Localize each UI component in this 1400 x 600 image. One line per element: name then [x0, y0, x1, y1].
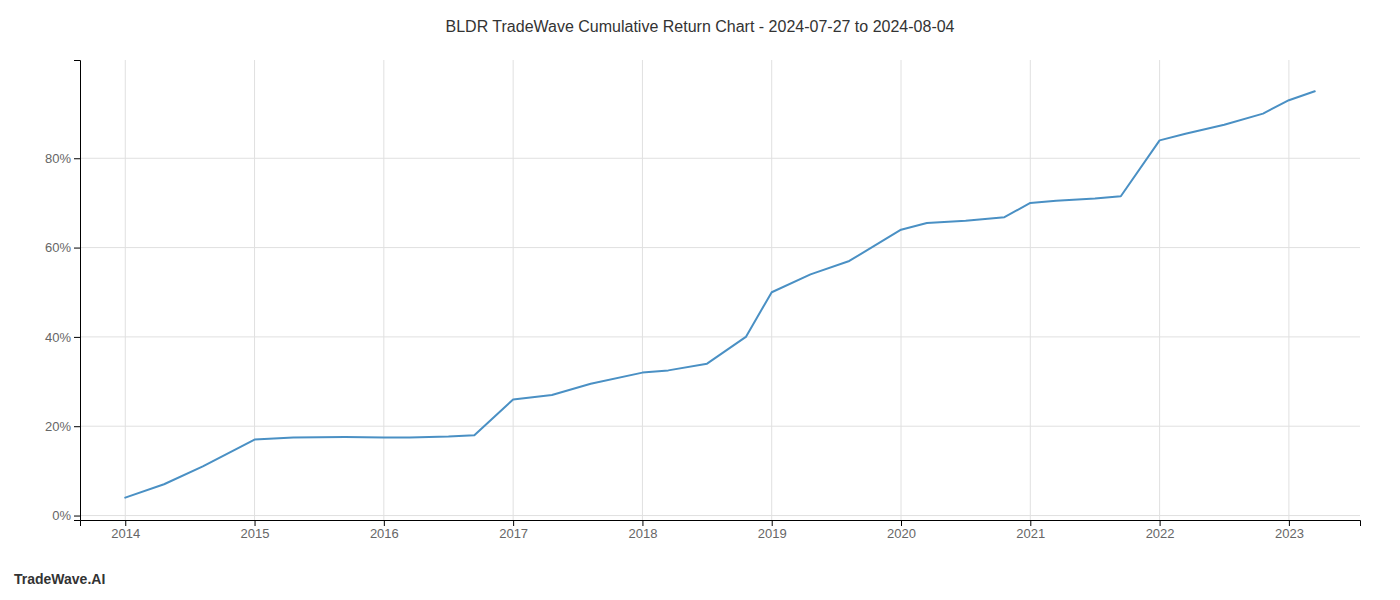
grid-line	[1159, 60, 1160, 520]
x-tick-label: 2021	[1016, 526, 1045, 541]
x-tick-mark	[1160, 520, 1161, 526]
y-axis-line	[74, 61, 81, 521]
y-tick: 0%	[52, 508, 80, 523]
x-tick: 2023	[1275, 520, 1304, 541]
grid-line	[1030, 60, 1031, 520]
grid-line	[80, 426, 1360, 427]
x-tick-mark	[1030, 520, 1031, 526]
x-tick-mark	[255, 520, 256, 526]
x-tick: 2015	[241, 520, 270, 541]
grid-line	[125, 60, 126, 520]
x-tick-label: 2019	[758, 526, 787, 541]
y-tick-label: 0%	[52, 508, 71, 523]
grid-line	[1288, 60, 1289, 520]
grid-line	[80, 336, 1360, 337]
annotation: TradeWave.AI	[14, 571, 105, 587]
grid-line	[254, 60, 255, 520]
y-tick: 40%	[45, 330, 80, 345]
grid-line	[513, 60, 514, 520]
x-tick: 2016	[370, 520, 399, 541]
y-tick-label: 80%	[45, 151, 71, 166]
y-axis: 0% 20% 40% 60% 80%	[45, 61, 81, 524]
x-tick-label: 2023	[1275, 526, 1304, 541]
y-tick-mark	[74, 337, 80, 338]
grid-line	[80, 247, 1360, 248]
grid-line	[901, 60, 902, 520]
x-tick-mark	[384, 520, 385, 526]
x-tick: 2022	[1146, 520, 1175, 541]
x-tick-mark	[772, 520, 773, 526]
x-tick-mark	[642, 520, 643, 526]
y-tick-label: 20%	[45, 419, 71, 434]
line	[125, 91, 1314, 497]
grid-line	[642, 60, 643, 520]
x-tick: 2021	[1016, 520, 1045, 541]
x-axis: 2014 2015 2016 2017 2018 2019 2020 2021 2022 2023	[81, 520, 1361, 541]
y-tick-mark	[74, 248, 80, 249]
x-tick-label: 2020	[887, 526, 916, 541]
x-tick-mark	[125, 520, 126, 526]
y-tick: 20%	[45, 419, 80, 434]
y-tick-mark	[74, 426, 80, 427]
y-tick-label: 60%	[45, 240, 71, 255]
x-tick-label: 2022	[1146, 526, 1175, 541]
grid	[80, 60, 1360, 520]
grid-line	[80, 515, 1360, 516]
x-axis-line	[81, 521, 1361, 527]
x-tick-mark	[901, 520, 902, 526]
x-tick: 2017	[499, 520, 528, 541]
x-tick-mark	[1289, 520, 1290, 526]
grid-line	[80, 158, 1360, 159]
x-tick: 2014	[111, 520, 140, 541]
chart: 2014 2015 2016 2017 2018 2019 2020 2021 2022 2023…	[0, 0, 1400, 600]
x-tick: 2019	[758, 520, 787, 541]
x-tick-label: 2018	[628, 526, 657, 541]
title: BLDR TradeWave Cumulative Return Chart -…	[446, 18, 955, 35]
plot: 2014 2015 2016 2017 2018 2019 2020 2021 2022 2023…	[45, 60, 1361, 541]
y-tick-mark	[74, 516, 80, 517]
y-tick-mark	[74, 158, 80, 159]
x-tick-mark	[513, 520, 514, 526]
y-tick: 60%	[45, 240, 80, 255]
y-tick-label: 40%	[45, 330, 71, 345]
x-tick-label: 2015	[241, 526, 270, 541]
x-tick: 2018	[628, 520, 657, 541]
x-tick-label: 2016	[370, 526, 399, 541]
x-tick: 2020	[887, 520, 916, 541]
grid-line	[383, 60, 384, 520]
x-tick-label: 2014	[111, 526, 140, 541]
x-tick-label: 2017	[499, 526, 528, 541]
marks	[125, 91, 1314, 497]
grid-line	[771, 60, 772, 520]
y-tick: 80%	[45, 151, 80, 166]
